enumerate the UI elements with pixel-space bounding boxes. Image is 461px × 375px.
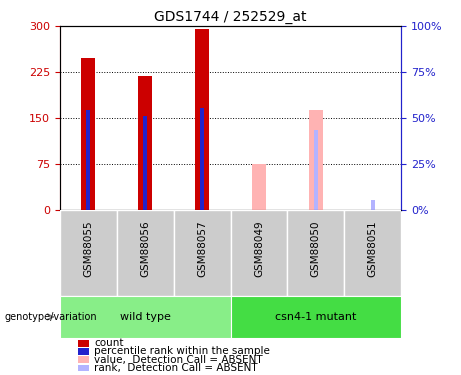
Bar: [195, 29, 209, 210]
Bar: [78, 340, 89, 346]
Text: csn4-1 mutant: csn4-1 mutant: [275, 312, 356, 322]
Bar: [230, 210, 287, 296]
Text: wild type: wild type: [120, 312, 171, 322]
Bar: [314, 130, 318, 210]
Text: rank,  Detection Call = ABSENT: rank, Detection Call = ABSENT: [94, 363, 258, 373]
Bar: [117, 210, 174, 296]
Text: genotype/variation: genotype/variation: [5, 312, 97, 322]
Bar: [230, 296, 401, 338]
Text: GSM88050: GSM88050: [311, 220, 321, 277]
Text: GSM88049: GSM88049: [254, 220, 264, 277]
Bar: [86, 110, 90, 210]
Text: GSM88055: GSM88055: [83, 220, 94, 277]
Text: GSM88057: GSM88057: [197, 220, 207, 277]
Bar: [78, 364, 89, 371]
Bar: [371, 200, 375, 210]
Bar: [344, 210, 401, 296]
Bar: [81, 58, 95, 210]
Text: percentile rank within the sample: percentile rank within the sample: [94, 346, 270, 356]
Bar: [138, 76, 152, 210]
Bar: [78, 348, 89, 355]
Bar: [78, 356, 89, 363]
Text: GSM88056: GSM88056: [140, 220, 150, 277]
Bar: [143, 116, 147, 210]
Bar: [287, 210, 344, 296]
Bar: [200, 108, 204, 210]
Bar: [60, 296, 230, 338]
Bar: [252, 164, 266, 210]
Text: GSM88051: GSM88051: [367, 220, 378, 277]
Bar: [60, 210, 117, 296]
Bar: [309, 110, 323, 210]
Text: value,  Detection Call = ABSENT: value, Detection Call = ABSENT: [94, 355, 263, 364]
Text: count: count: [94, 338, 124, 348]
Bar: [174, 210, 230, 296]
Title: GDS1744 / 252529_at: GDS1744 / 252529_at: [154, 10, 307, 24]
